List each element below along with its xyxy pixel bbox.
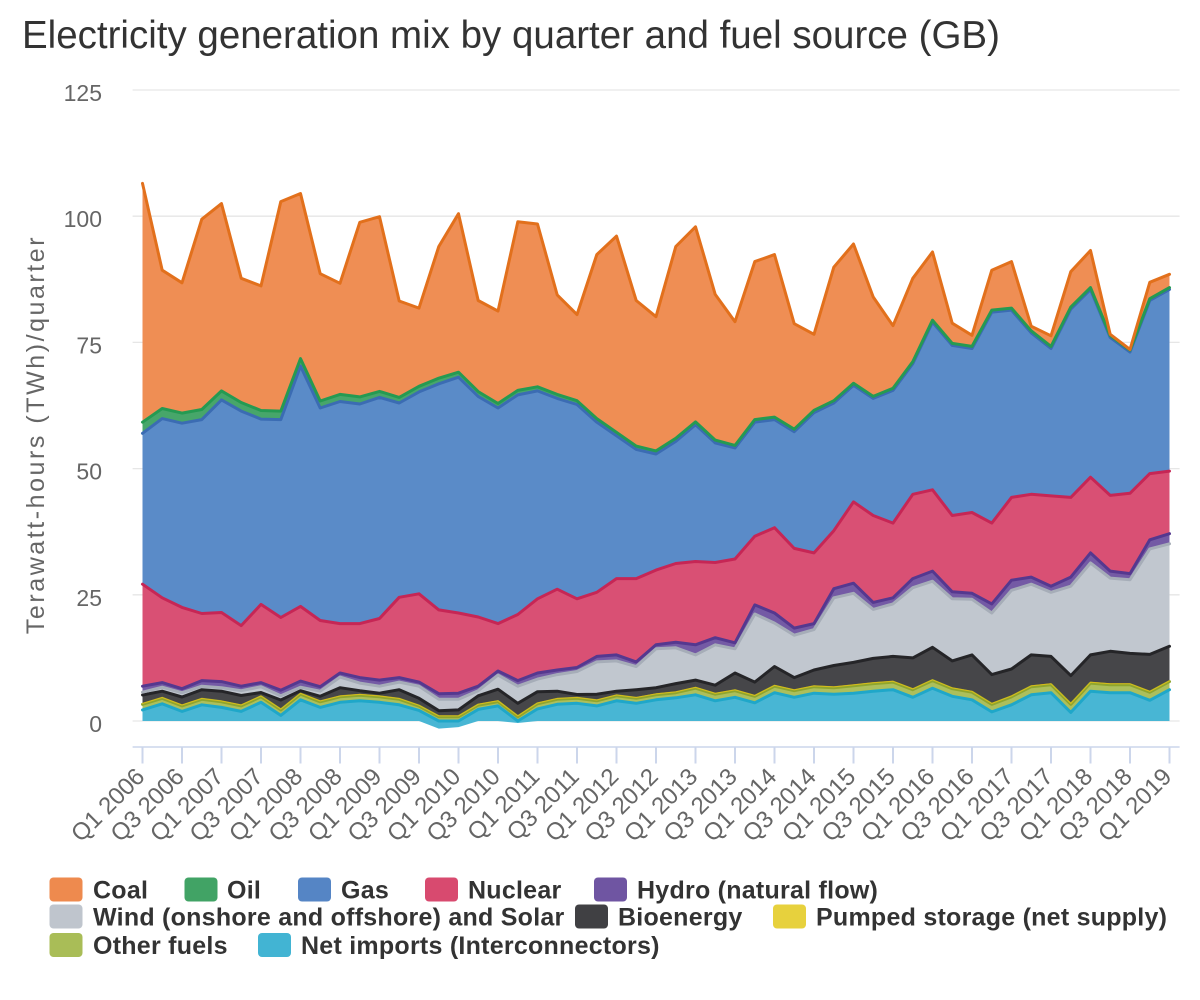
svg-text:Other fuels: Other fuels — [93, 932, 228, 960]
svg-text:Electricity generation mix by: Electricity generation mix by quarter an… — [22, 14, 1000, 57]
svg-text:75: 75 — [76, 332, 102, 358]
svg-text:Net imports (Interconnectors): Net imports (Interconnectors) — [301, 932, 660, 960]
svg-text:Wind (onshore and offshore) an: Wind (onshore and offshore) and Solar — [93, 904, 565, 932]
svg-text:Coal: Coal — [93, 877, 148, 905]
svg-text:Hydro (natural flow): Hydro (natural flow) — [637, 877, 878, 905]
svg-text:Gas: Gas — [341, 877, 389, 905]
svg-text:Terawatt-hours (TWh)/quarter: Terawatt-hours (TWh)/quarter — [22, 235, 50, 634]
svg-text:Oil: Oil — [227, 877, 261, 905]
svg-text:Bioenergy: Bioenergy — [618, 904, 743, 932]
svg-text:Pumped storage (net supply): Pumped storage (net supply) — [816, 904, 1167, 932]
svg-text:50: 50 — [76, 459, 102, 485]
svg-text:125: 125 — [64, 80, 102, 106]
svg-text:25: 25 — [76, 585, 102, 611]
svg-text:100: 100 — [64, 206, 102, 232]
svg-text:0: 0 — [89, 711, 102, 737]
svg-text:Nuclear: Nuclear — [468, 877, 561, 905]
